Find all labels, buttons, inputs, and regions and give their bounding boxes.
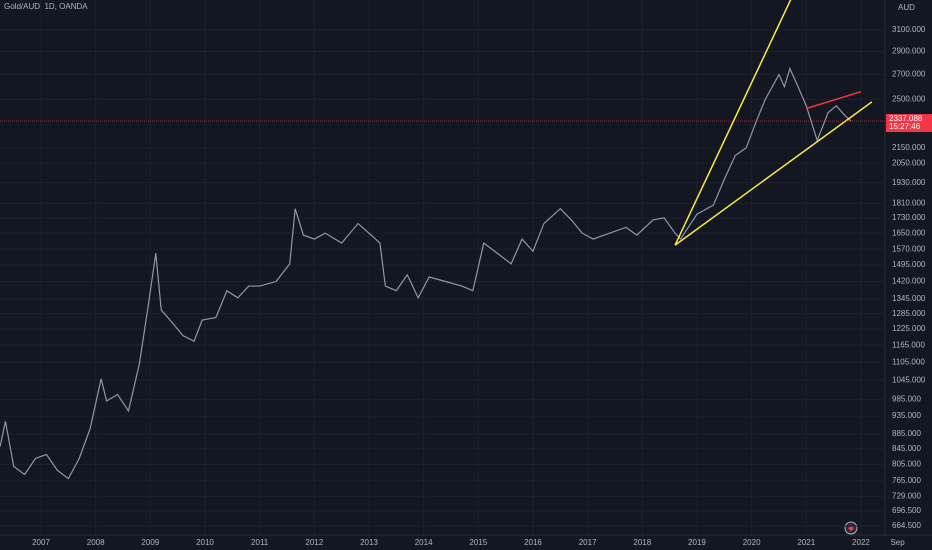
y-tick-label: 1345.000 [892, 294, 926, 303]
y-tick-label: 985.000 [892, 394, 921, 403]
x-tick-label: 2013 [360, 538, 378, 547]
y-tick-label: 845.000 [892, 444, 921, 453]
y-tick-label: 885.000 [892, 429, 921, 438]
x-tick-label: 2016 [524, 538, 542, 547]
y-tick-label: 1045.000 [892, 375, 926, 384]
y-tick-label: 1420.000 [892, 277, 926, 286]
x-tick-label: 2007 [32, 538, 50, 547]
x-tick-label: 2015 [469, 538, 487, 547]
y-tick-label: 1165.000 [892, 340, 925, 349]
x-tick-label: 2011 [251, 538, 269, 547]
y-tick-label: 1930.000 [892, 178, 926, 187]
x-tick-label: 2017 [579, 538, 597, 547]
y-tick-label: 1495.000 [892, 260, 926, 269]
y-tick-label: 3100.000 [892, 25, 926, 34]
y-tick-label: 1730.000 [892, 213, 926, 222]
x-tick-label: 2020 [743, 538, 761, 547]
price-tag-timer: 15:27:46 [889, 122, 921, 131]
y-tick-label: 765.000 [892, 476, 921, 485]
price-tag-label: 2337.088 [889, 114, 923, 123]
y-tick-label: 1810.000 [892, 198, 926, 207]
trend-line [806, 90, 862, 110]
y-tick-label: 1650.000 [892, 228, 926, 237]
y-tick-label: 696.500 [892, 506, 921, 515]
x-tick-label: 2012 [305, 538, 323, 547]
y-tick-label: 2900.000 [892, 47, 926, 56]
x-tick-label: 2022 [852, 538, 870, 547]
x-tick-label: 2010 [196, 538, 214, 547]
y-tick-label: 935.000 [892, 411, 921, 420]
y-tick-label: 2150.000 [892, 143, 926, 152]
y-tick-label: 2700.000 [892, 70, 926, 79]
y-tick-label: 2050.000 [892, 158, 926, 167]
y-tick-label: 1105.000 [892, 357, 925, 366]
chart-title: Gold/AUD, 1D, OANDA [4, 2, 88, 11]
x-tick-label: 2019 [688, 538, 706, 547]
y-tick-label: 805.000 [892, 459, 921, 468]
trend-line [674, 101, 873, 246]
y-tick-label: 729.000 [892, 491, 921, 500]
x-tick-label: 2018 [633, 538, 651, 547]
y-tick-label: 664.500 [892, 521, 921, 530]
trend-line [674, 0, 792, 246]
y-tick-label: 2500.000 [892, 94, 926, 103]
x-tick-label: 2021 [797, 538, 815, 547]
x-tick-label: 2014 [415, 538, 433, 547]
y-tick-label: 1225.000 [892, 324, 926, 333]
y-tick-label: 1285.000 [892, 309, 926, 318]
x-tick-label: 2009 [141, 538, 159, 547]
x-tick-label: 2008 [87, 538, 105, 547]
y-tick-label: 1570.000 [892, 244, 926, 253]
logo [844, 521, 858, 535]
x-tick-label: Sep [890, 538, 905, 547]
currency-label: AUD [898, 3, 915, 12]
price-line [0, 66, 852, 480]
price-tag [886, 114, 932, 133]
